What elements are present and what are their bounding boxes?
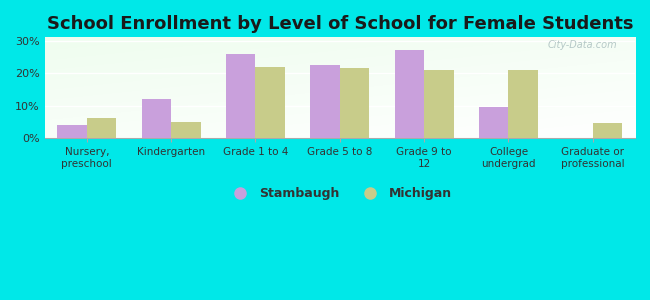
Bar xyxy=(340,68,369,138)
Bar xyxy=(226,54,255,138)
Bar xyxy=(142,99,171,138)
Bar xyxy=(479,107,508,138)
Title: School Enrollment by Level of School for Female Students: School Enrollment by Level of School for… xyxy=(47,15,633,33)
Bar xyxy=(593,123,622,138)
Legend: Stambaugh, Michigan: Stambaugh, Michigan xyxy=(222,182,457,206)
Bar xyxy=(171,122,201,138)
Bar xyxy=(508,70,538,138)
Bar xyxy=(424,70,454,138)
Bar xyxy=(395,50,424,138)
Bar xyxy=(57,125,87,138)
Bar xyxy=(87,118,116,138)
Text: City-Data.com: City-Data.com xyxy=(548,40,617,50)
Bar xyxy=(310,65,340,138)
Bar xyxy=(255,67,285,138)
